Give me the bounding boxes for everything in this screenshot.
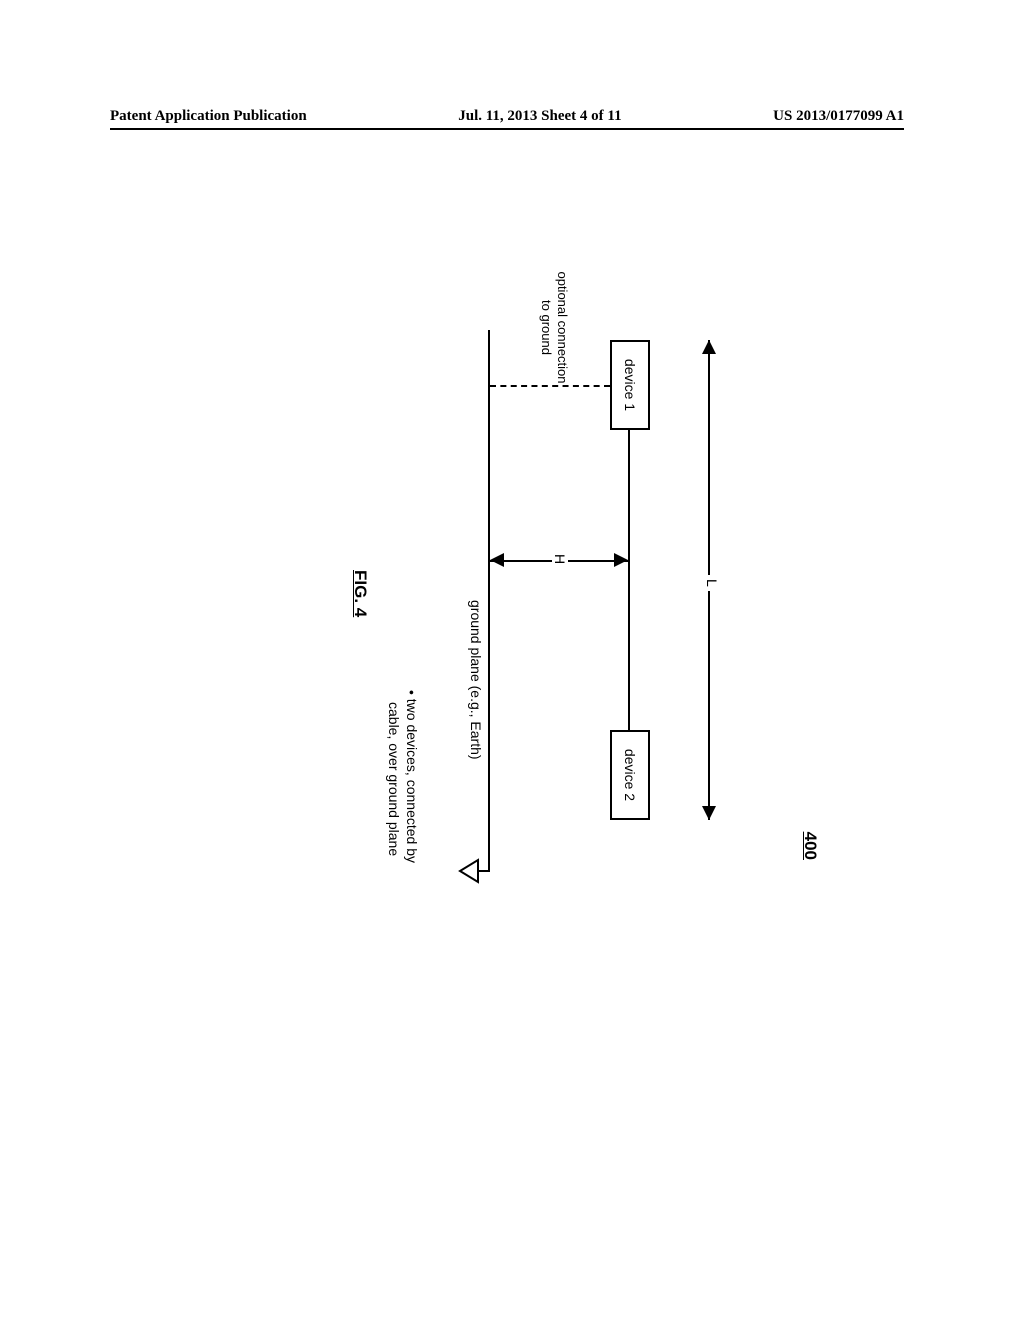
ground-plane-label: ground plane (e.g., Earth) (468, 600, 484, 760)
header-center: Jul. 11, 2013 Sheet 4 of 11 (458, 108, 621, 125)
figure-number: 400 (800, 832, 820, 860)
header-right: US 2013/0177099 A1 (773, 108, 904, 125)
optional-label-line2: to ground (539, 300, 554, 355)
caption-line2: cable, over ground plane (387, 690, 403, 856)
l-label: L (704, 575, 720, 591)
caption-line1: • two devices, connected by (404, 690, 420, 863)
h-arrow-up (614, 553, 628, 567)
page-header: Patent Application Publication Jul. 11, … (0, 108, 1024, 125)
device-2-box: device 2 (610, 730, 650, 820)
ground-symbol-icon (454, 856, 490, 886)
optional-label-line1: optional connection (555, 271, 570, 383)
cable-line (628, 430, 630, 730)
device-1-label: device 1 (622, 359, 638, 411)
optional-ground-line (490, 385, 610, 387)
l-arrow-right (702, 806, 716, 820)
ground-plane-line (488, 330, 490, 870)
figure-caption: • two devices, connected by cable, over … (385, 690, 420, 900)
device-2-label: device 2 (622, 749, 638, 801)
h-label: H (552, 550, 568, 568)
header-rule (110, 128, 904, 130)
figure-label: FIG. 4 (350, 570, 370, 617)
l-arrow-left (702, 340, 716, 354)
optional-ground-label: optional connection to ground (539, 270, 570, 385)
figure-diagram-rotated: 400 L device 1 device 2 H optional conne… (180, 300, 820, 900)
header-left: Patent Application Publication (110, 108, 307, 125)
h-arrow-down (490, 553, 504, 567)
device-1-box: device 1 (610, 340, 650, 430)
figure-diagram: 400 L device 1 device 2 H optional conne… (180, 300, 820, 900)
